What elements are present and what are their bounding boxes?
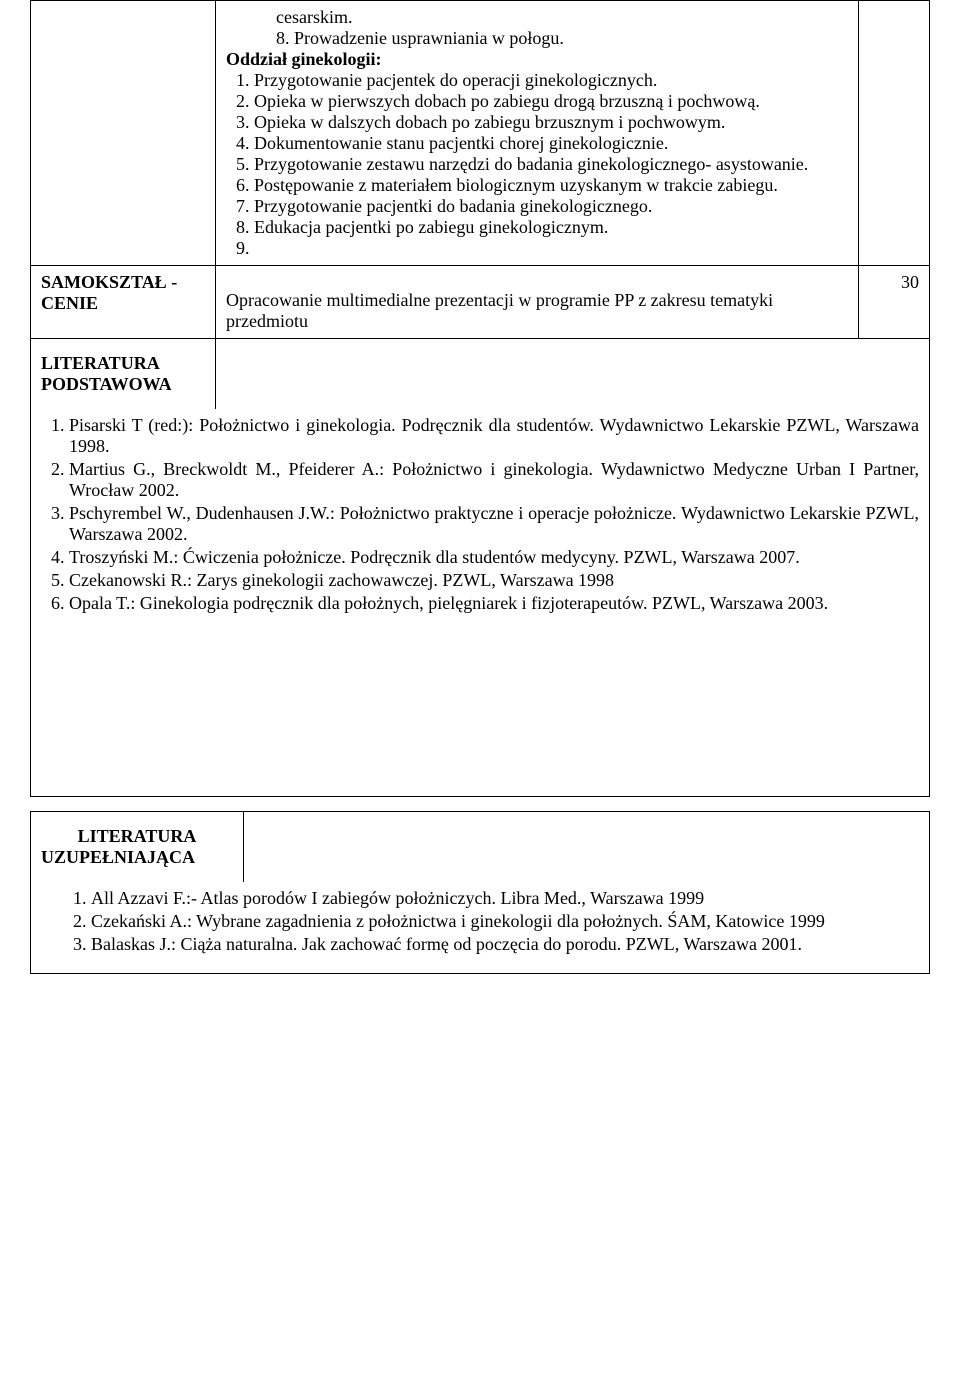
list-item: Czekański A.: Wybrane zagadnienia z poło…	[91, 911, 919, 932]
list-item: Dokumentowanie stanu pacjentki chorej gi…	[254, 133, 848, 154]
samo-value-cell: 30	[859, 266, 930, 339]
list-item: Postępowanie z materiałem biologicznym u…	[254, 175, 848, 196]
page: cesarskim. 8. Prowadzenie usprawniania w…	[0, 0, 960, 994]
list-item: Pisarski T (red:): Położnictwo i ginekol…	[69, 415, 919, 457]
list-item: Balaskas J.: Ciąża naturalna. Jak zachow…	[91, 934, 919, 955]
pre-item: 8. Prowadzenie usprawniania w połogu.	[276, 28, 848, 49]
lituzup-empty-cell	[244, 812, 930, 883]
litpod-list-cell: Pisarski T (red:): Położnictwo i ginekol…	[31, 409, 930, 797]
section-heading: Oddział ginekologii:	[226, 49, 848, 70]
lituzup-label-1: LITERATURA	[41, 826, 233, 847]
litpod-label-cell: LITERATURA PODSTAWOWA	[31, 339, 216, 410]
litpod-list: Pisarski T (red:): Położnictwo i ginekol…	[41, 415, 919, 614]
empty-label-cell	[31, 1, 216, 266]
list-item: Edukacja pacjentki po zabiegu ginekologi…	[254, 217, 848, 238]
list-item: Opala T.: Ginekologia podręcznik dla poł…	[69, 593, 919, 614]
lituzup-list: All Azzavi F.:- Atlas porodów I zabiegów…	[63, 888, 919, 955]
lituzup-list-cell: All Azzavi F.:- Atlas porodów I zabiegów…	[31, 882, 930, 974]
litpod-empty-cell	[216, 339, 930, 410]
litpod-label-1: LITERATURA	[41, 353, 205, 374]
main-content-cell: cesarskim. 8. Prowadzenie usprawniania w…	[216, 1, 859, 266]
empty-value-cell	[859, 1, 930, 266]
pre-text: cesarskim.	[276, 7, 848, 28]
gyn-list: Przygotowanie pacjentek do operacji gine…	[226, 70, 848, 259]
main-table: cesarskim. 8. Prowadzenie usprawniania w…	[30, 0, 930, 797]
lituzup-label-2: UZUPEŁNIAJĄCA	[41, 847, 233, 868]
litpod-label-2: PODSTAWOWA	[41, 374, 205, 395]
list-item: Przygotowanie zestawu narzędzi do badani…	[254, 154, 848, 175]
list-item: Przygotowanie pacjentek do operacji gine…	[254, 70, 848, 91]
supp-table: LITERATURA UZUPEŁNIAJĄCA All Azzavi F.:-…	[30, 811, 930, 974]
list-item: Opieka w dalszych dobach po zabiegu brzu…	[254, 112, 848, 133]
list-item: Przygotowanie pacjentki do badania ginek…	[254, 196, 848, 217]
samo-label-2: CENIE	[41, 293, 205, 314]
list-item: Martius G., Breckwoldt M., Pfeiderer A.:…	[69, 459, 919, 501]
list-item	[254, 238, 848, 259]
list-item: Czekanowski R.: Zarys ginekologii zachow…	[69, 570, 919, 591]
samo-content: Opracowanie multimedialne prezentacji w …	[226, 290, 848, 332]
list-item: All Azzavi F.:- Atlas porodów I zabiegów…	[91, 888, 919, 909]
samo-label-cell: SAMOKSZTAŁ - CENIE	[31, 266, 216, 339]
samo-content-cell: Opracowanie multimedialne prezentacji w …	[216, 266, 859, 339]
list-item: Troszyński M.: Ćwiczenia położnicze. Pod…	[69, 547, 919, 568]
list-item: Opieka w pierwszych dobach po zabiegu dr…	[254, 91, 848, 112]
lituzup-label-cell: LITERATURA UZUPEŁNIAJĄCA	[31, 812, 244, 883]
list-item: Pschyrembel W., Dudenhausen J.W.: Położn…	[69, 503, 919, 545]
samo-label-1: SAMOKSZTAŁ -	[41, 272, 205, 293]
